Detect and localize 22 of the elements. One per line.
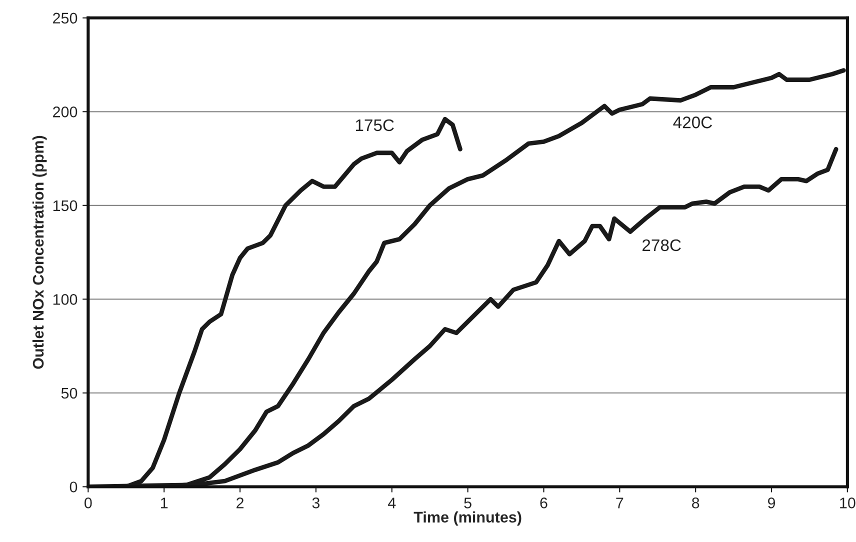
y-tick-label: 250 [53, 12, 78, 24]
x-axis-title: Time (minutes) [414, 511, 522, 526]
y-tick-label: 0 [70, 482, 78, 492]
x-tick-label: 5 [464, 498, 472, 508]
y-tick-label: 150 [53, 200, 78, 212]
y-tick-label: 50 [61, 388, 78, 399]
x-tick-label: 3 [312, 498, 320, 508]
series-label: 278C [642, 239, 681, 252]
y-tick-label: 200 [53, 106, 78, 118]
series-label: 175C [356, 119, 394, 132]
x-tick-label: 8 [692, 498, 700, 508]
y-tick-label: 100 [53, 294, 78, 305]
x-tick-label: 2 [236, 498, 244, 508]
y-axis-title: Outlet NOx Concentration (ppm) [32, 136, 47, 369]
x-tick-label: 7 [616, 498, 624, 508]
x-tick-label: 10 [840, 498, 856, 508]
x-tick-label: 4 [388, 498, 396, 508]
x-tick-label: 1 [161, 498, 168, 508]
x-tick-label: 6 [540, 498, 548, 508]
series-label: 420C [673, 116, 712, 128]
x-tick-label: 0 [84, 498, 92, 508]
x-tick-label: 9 [768, 498, 776, 508]
